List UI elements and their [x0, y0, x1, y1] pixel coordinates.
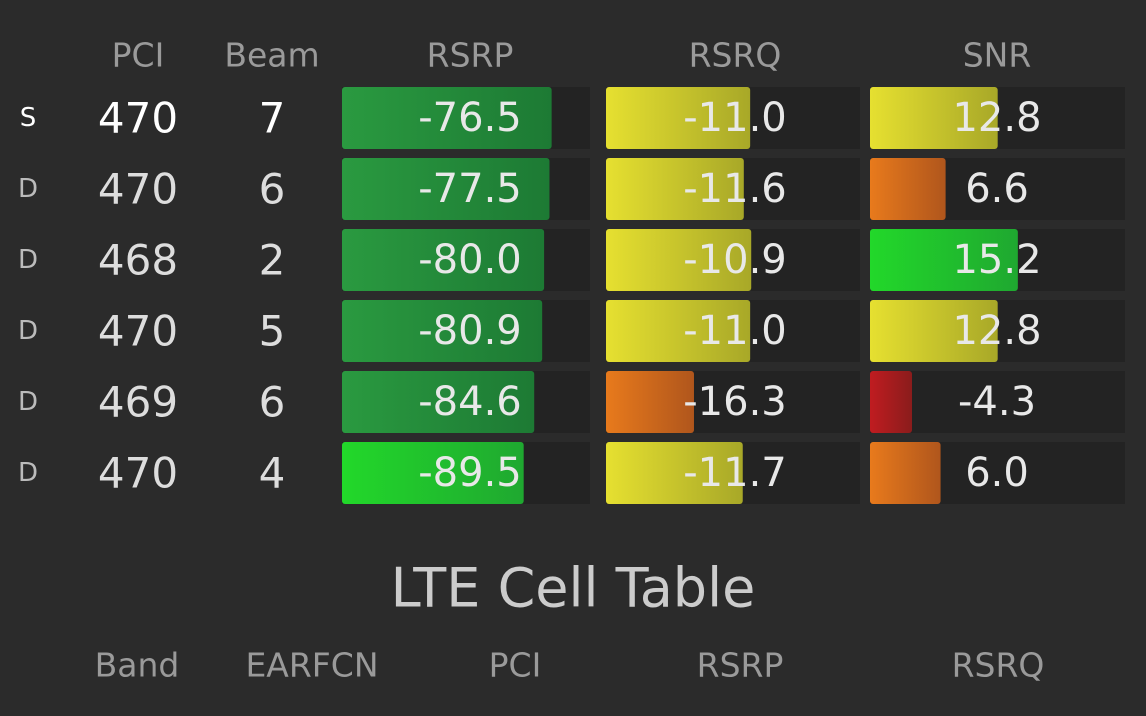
pci: 470	[98, 165, 178, 214]
row-type: D	[18, 387, 38, 417]
column-header: RSRP	[697, 646, 784, 685]
snr-bar	[870, 158, 946, 220]
rsrq-value: -11.7	[683, 450, 787, 496]
row-type: D	[18, 316, 38, 346]
column-header: Beam	[224, 36, 319, 75]
column-header: SNR	[963, 36, 1032, 75]
rsrp-bar	[342, 300, 543, 362]
rsrq-value: -16.3	[683, 379, 787, 425]
rsrp-value: -80.0	[418, 237, 522, 283]
snr-value: 12.8	[952, 308, 1041, 354]
row-type: S	[20, 103, 37, 133]
rsrp-value: -77.5	[418, 166, 522, 212]
snr-value: -4.3	[958, 379, 1036, 425]
pci: 470	[98, 94, 178, 143]
rsrq-value: -11.0	[683, 308, 787, 354]
row-type: D	[18, 174, 38, 204]
snr-bar	[870, 87, 998, 149]
beam: 6	[259, 378, 286, 427]
column-header: RSRP	[427, 36, 514, 75]
pci: 469	[98, 378, 178, 427]
snr-value: 6.6	[965, 166, 1029, 212]
snr-value: 12.8	[952, 95, 1041, 141]
cell-background	[870, 371, 1125, 433]
rsrp-value: -84.6	[418, 379, 522, 425]
rsrq-value: -10.9	[683, 237, 787, 283]
pci: 468	[98, 236, 178, 285]
rsrq-value: -11.6	[683, 166, 787, 212]
snr-value: 6.0	[965, 450, 1029, 496]
row-type: D	[18, 458, 38, 488]
snr-value: 15.2	[952, 237, 1041, 283]
rsrp-bar	[342, 158, 550, 220]
row-type: D	[18, 245, 38, 275]
pci: 470	[98, 307, 178, 356]
snr-bar	[870, 300, 998, 362]
pci: 470	[98, 449, 178, 498]
column-header: EARFCN	[245, 646, 378, 685]
rsrp-value: -76.5	[418, 95, 522, 141]
beam: 6	[259, 165, 286, 214]
rsrp-bar	[342, 371, 535, 433]
rsrq-value: -11.0	[683, 95, 787, 141]
rsrp-bar	[342, 229, 545, 291]
beam: 5	[259, 307, 286, 356]
column-header: PCI	[112, 36, 165, 75]
snr-bar	[870, 371, 912, 433]
rsrq-bar	[606, 300, 751, 362]
column-header: RSRQ	[689, 36, 782, 75]
rsrp-value: -89.5	[418, 450, 522, 496]
rsrq-bar	[606, 442, 743, 504]
column-header: PCI	[489, 646, 542, 685]
rsrp-value: -80.9	[418, 308, 522, 354]
beam: 7	[259, 94, 286, 143]
column-header: Band	[95, 646, 180, 685]
rsrq-bar	[606, 158, 744, 220]
section-title: LTE Cell Table	[391, 557, 756, 620]
rsrq-bar	[606, 229, 752, 291]
beam: 2	[259, 236, 286, 285]
column-header: RSRQ	[952, 646, 1045, 685]
beam: 4	[259, 449, 286, 498]
rsrq-bar	[606, 371, 694, 433]
rsrp-bar	[342, 442, 524, 504]
rsrp-bar	[342, 87, 552, 149]
snr-bar	[870, 442, 941, 504]
snr-bar	[870, 229, 1018, 291]
rsrq-bar	[606, 87, 751, 149]
